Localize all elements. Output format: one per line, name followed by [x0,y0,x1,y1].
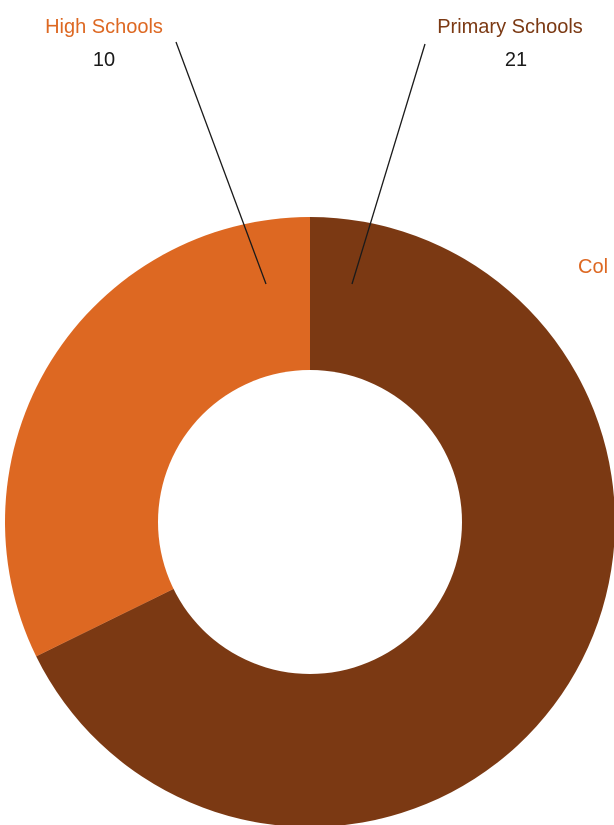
leader-line-primary-schools [351,43,426,285]
donut-hole [158,370,462,674]
leader-line-high-schools [175,41,267,285]
slice-value-primary-schools: 21 [505,49,527,71]
slice-label-col: Col [578,256,608,278]
slice-value-high-schools: 10 [93,49,115,71]
slice-label-high-schools: High Schools [45,16,163,38]
slice-label-primary-schools: Primary Schools [437,16,583,38]
